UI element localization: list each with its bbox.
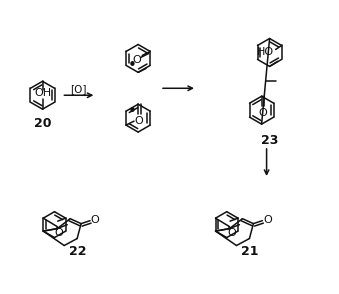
Text: O: O <box>227 228 236 238</box>
Text: [O]: [O] <box>71 84 87 94</box>
Text: •: • <box>127 58 137 73</box>
Text: O: O <box>55 228 64 238</box>
Text: O: O <box>258 108 267 118</box>
Text: O: O <box>263 215 272 225</box>
Text: 22: 22 <box>68 245 86 258</box>
Text: HO: HO <box>257 47 274 57</box>
Text: 21: 21 <box>241 245 258 258</box>
Text: OH: OH <box>34 88 51 98</box>
Text: 23: 23 <box>261 133 278 146</box>
Text: O: O <box>91 215 99 225</box>
Text: O: O <box>132 55 141 65</box>
Text: 20: 20 <box>34 117 51 130</box>
Text: O: O <box>135 116 143 126</box>
Text: •: • <box>127 104 137 119</box>
